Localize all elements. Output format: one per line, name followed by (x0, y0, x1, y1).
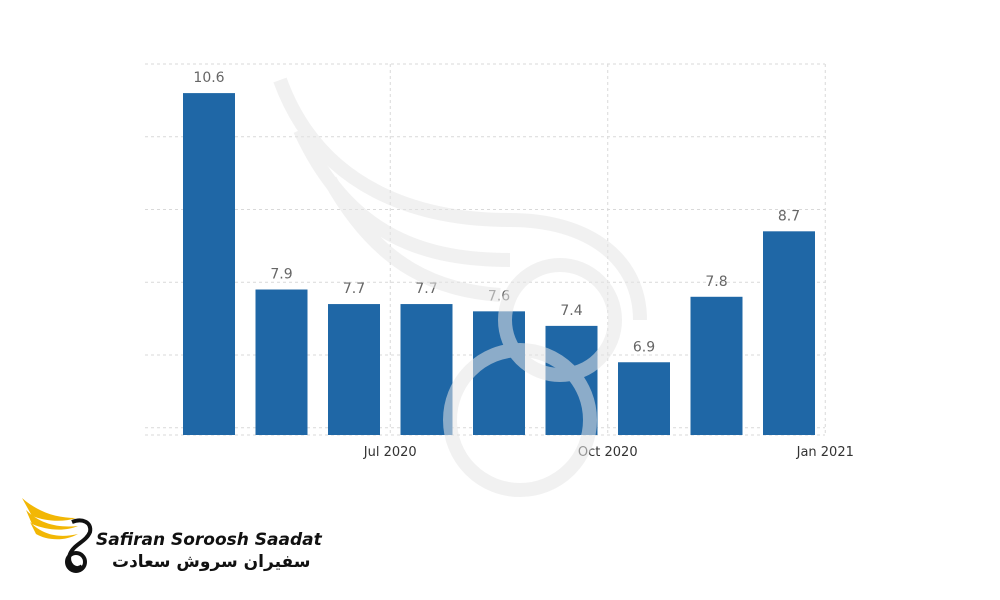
bar-data-label: 10.6 (193, 70, 224, 86)
logo-name-fa: سفیران سروش سعادت (112, 552, 311, 572)
bar (328, 304, 380, 435)
bar-data-label: 7.7 (343, 281, 365, 297)
bar-data-label: 8.7 (778, 208, 800, 224)
bar (618, 362, 670, 435)
x-tick-label: Jul 2020 (363, 445, 417, 460)
bar-data-label: 7.9 (270, 267, 292, 283)
bar-data-label: 7.8 (705, 274, 727, 290)
bar (473, 311, 525, 435)
x-tick-label: Jan 2021 (796, 445, 854, 460)
x-tick-label: Oct 2020 (578, 445, 638, 460)
bar-data-label: 7.4 (560, 303, 582, 319)
eagle-logo-icon (22, 498, 93, 573)
eagle-watermark-icon (273, 77, 647, 497)
brand-logo: Safiran Soroosh Saadat سفیران سروش سعادت (20, 492, 322, 582)
logo-name-en: Safiran Soroosh Saadat (96, 530, 322, 550)
bar (690, 296, 743, 435)
bar-data-label: 6.9 (633, 339, 655, 355)
bar (255, 289, 308, 435)
bar (183, 93, 235, 436)
bar (763, 231, 815, 435)
x-axis-ticks: Jul 2020 Oct 2020 Jan 2021 (363, 445, 854, 460)
bars (183, 93, 815, 436)
